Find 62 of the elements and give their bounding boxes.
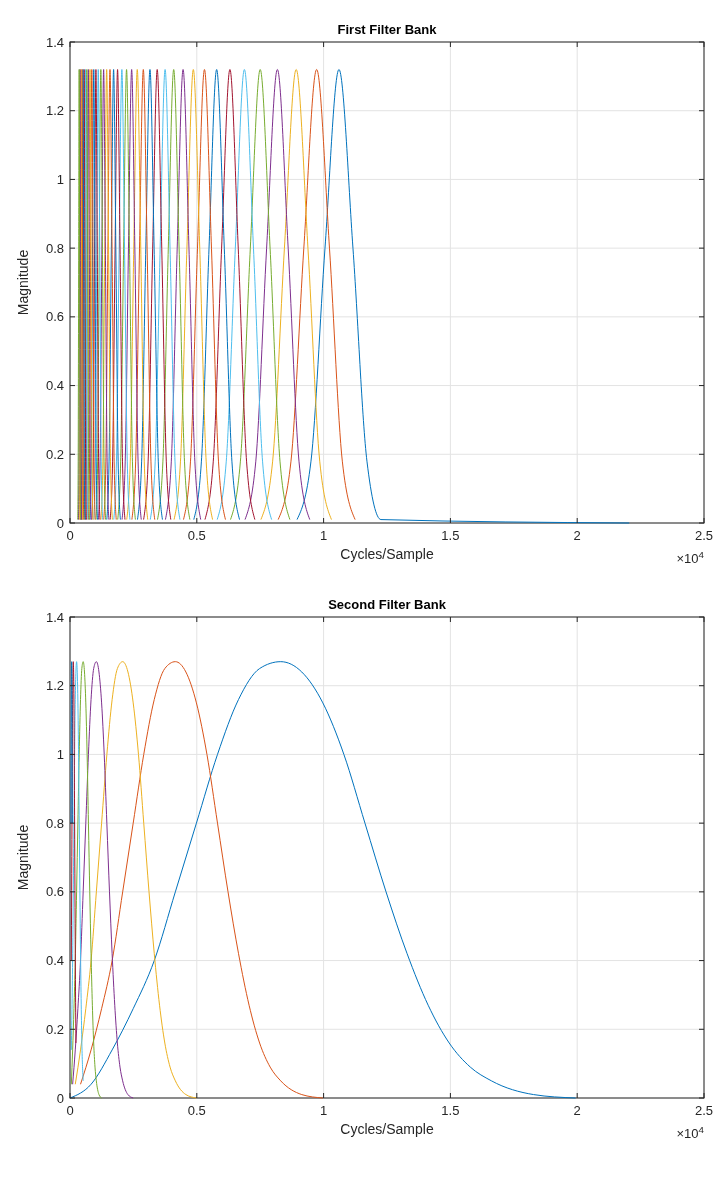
x-tick-label: 2.5 <box>694 1103 714 1118</box>
x-axis-title: Cycles/Sample <box>340 546 434 562</box>
y-axis-title: Magnitude <box>15 824 31 891</box>
text: ×10$^{4}$ <box>676 1123 705 1141</box>
y-tick-label: 0.4 <box>45 378 64 394</box>
line-series <box>70 661 84 1082</box>
line-series <box>296 68 630 524</box>
y-tick-label: 1.4 <box>45 609 64 625</box>
line-series <box>72 661 134 1099</box>
y-tick-label: 0 <box>56 515 64 531</box>
y-tick-label: 0.4 <box>45 953 64 969</box>
line-series <box>70 661 103 1099</box>
y-axis-title: Magnitude <box>15 249 31 316</box>
line-series <box>70 661 73 824</box>
x-tick-label: 1.5 <box>441 528 460 543</box>
y-tick-label: 1.2 <box>45 678 64 694</box>
y-tick-label: 0.2 <box>45 1021 64 1037</box>
y-tick-label: 1 <box>56 746 64 762</box>
line-series <box>143 68 172 521</box>
line-series <box>230 68 291 521</box>
line-series <box>260 68 332 521</box>
line-series <box>277 68 356 521</box>
chart-title: Second Filter Bank <box>328 597 447 612</box>
line-series <box>183 68 226 521</box>
line-series <box>70 661 77 1044</box>
y-tick-label: 0.8 <box>45 240 64 256</box>
x-tick-label: 1.5 <box>441 1103 460 1118</box>
line-series <box>149 68 181 521</box>
x-tick-label: 1 <box>319 1103 328 1118</box>
line-series <box>136 68 163 521</box>
x-tick-label: 2 <box>573 528 581 543</box>
line-series <box>69 661 577 1099</box>
y-tick-label: 0.6 <box>45 309 64 325</box>
x-tick-label: 1 <box>319 528 328 543</box>
line-series <box>244 68 311 521</box>
line-series <box>131 68 156 521</box>
y-tick-label: 0 <box>56 1090 64 1106</box>
line-series <box>204 68 256 521</box>
line-series <box>157 68 191 521</box>
line-series <box>164 68 202 521</box>
x-tick-label: 2.5 <box>694 528 714 543</box>
line-series <box>74 661 197 1099</box>
chart-title: First Filter Bank <box>337 22 438 37</box>
line-series <box>216 68 273 521</box>
line-series <box>126 68 149 521</box>
y-tick-label: 1 <box>56 171 64 187</box>
line-series <box>173 68 214 521</box>
x-axis-title: Cycles/Sample <box>340 1121 434 1137</box>
line-series <box>80 661 324 1099</box>
line-series <box>193 68 241 521</box>
y-tick-label: 0.6 <box>45 884 64 900</box>
x-tick-label: 2 <box>573 1103 581 1118</box>
y-tick-label: 1.4 <box>45 34 64 50</box>
x-tick-label: 0.5 <box>187 1103 206 1118</box>
text: ×10$^{4}$ <box>676 548 705 566</box>
y-tick-label: 0.2 <box>45 446 64 462</box>
y-tick-label: 1.2 <box>45 103 64 119</box>
line-series <box>121 68 142 521</box>
y-tick-label: 0.8 <box>45 815 64 831</box>
x-tick-label: 0 <box>66 528 74 543</box>
x-tick-label: 0 <box>66 1103 74 1118</box>
x-tick-label: 0.5 <box>187 528 206 543</box>
